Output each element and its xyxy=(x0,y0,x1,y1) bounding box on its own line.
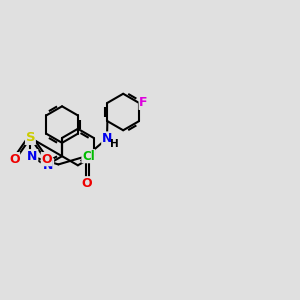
Text: O: O xyxy=(81,177,92,190)
Text: O: O xyxy=(41,153,52,166)
Text: H: H xyxy=(110,139,119,149)
Text: N: N xyxy=(102,132,112,145)
Text: N: N xyxy=(27,150,38,163)
Text: F: F xyxy=(139,96,148,110)
Text: S: S xyxy=(26,131,35,144)
Text: Cl: Cl xyxy=(82,150,95,163)
Text: O: O xyxy=(9,153,20,166)
Text: N: N xyxy=(43,159,53,172)
